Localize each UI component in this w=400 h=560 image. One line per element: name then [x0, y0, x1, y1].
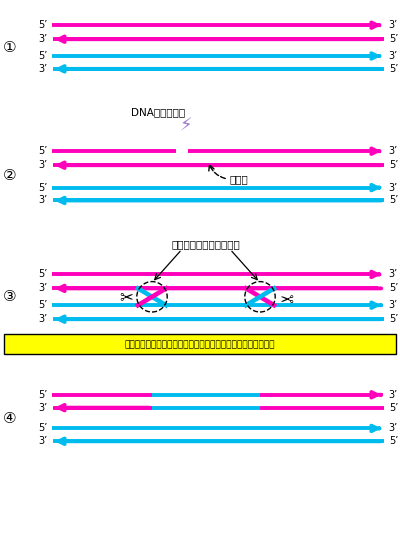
Text: 3’: 3’ — [38, 34, 47, 44]
Text: 5’: 5’ — [389, 283, 398, 293]
Text: ③: ③ — [3, 290, 17, 304]
Text: 3’: 3’ — [38, 314, 47, 324]
Text: ②: ② — [3, 169, 17, 183]
Text: 今回発見された「葉緑体型ホリデイジャンクション切断酵素」: 今回発見された「葉緑体型ホリデイジャンクション切断酵素」 — [125, 340, 275, 349]
Text: 5’: 5’ — [389, 195, 398, 206]
Text: 5’: 5’ — [389, 436, 398, 446]
Text: 5’: 5’ — [38, 390, 47, 400]
Text: 3’: 3’ — [38, 283, 47, 293]
Text: 5’: 5’ — [38, 146, 47, 156]
Text: 3’: 3’ — [389, 300, 398, 310]
Text: 3’: 3’ — [38, 403, 47, 413]
Text: 5’: 5’ — [38, 269, 47, 279]
Text: 3’: 3’ — [389, 51, 398, 61]
Text: 3’: 3’ — [389, 423, 398, 433]
Text: 5’: 5’ — [389, 64, 398, 74]
Text: ④: ④ — [3, 410, 17, 426]
FancyBboxPatch shape — [4, 334, 396, 354]
Text: 5’: 5’ — [389, 34, 398, 44]
Text: 3’: 3’ — [389, 20, 398, 30]
Text: 3’: 3’ — [38, 160, 47, 170]
Text: ①: ① — [3, 40, 17, 54]
Text: ⚡: ⚡ — [180, 116, 192, 134]
Text: ホリデイジャンクション: ホリデイジャンクション — [172, 239, 240, 249]
Text: 5’: 5’ — [38, 183, 47, 193]
Text: DNAの切断など: DNAの切断など — [131, 108, 185, 118]
Text: 3’: 3’ — [38, 195, 47, 206]
Text: 3’: 3’ — [389, 269, 398, 279]
Text: 鎖侵入: 鎖侵入 — [230, 174, 249, 184]
Text: 5’: 5’ — [389, 403, 398, 413]
Text: 5’: 5’ — [389, 160, 398, 170]
Text: 3’: 3’ — [389, 146, 398, 156]
Text: ✂: ✂ — [279, 288, 293, 306]
Text: 5’: 5’ — [38, 20, 47, 30]
Text: ✂: ✂ — [119, 288, 133, 306]
Text: 3’: 3’ — [38, 436, 47, 446]
Text: 5’: 5’ — [389, 314, 398, 324]
Text: 3’: 3’ — [389, 183, 398, 193]
Text: 3’: 3’ — [389, 390, 398, 400]
Text: 3’: 3’ — [38, 64, 47, 74]
Text: 5’: 5’ — [38, 423, 47, 433]
Text: 5’: 5’ — [38, 51, 47, 61]
Text: 5’: 5’ — [38, 300, 47, 310]
